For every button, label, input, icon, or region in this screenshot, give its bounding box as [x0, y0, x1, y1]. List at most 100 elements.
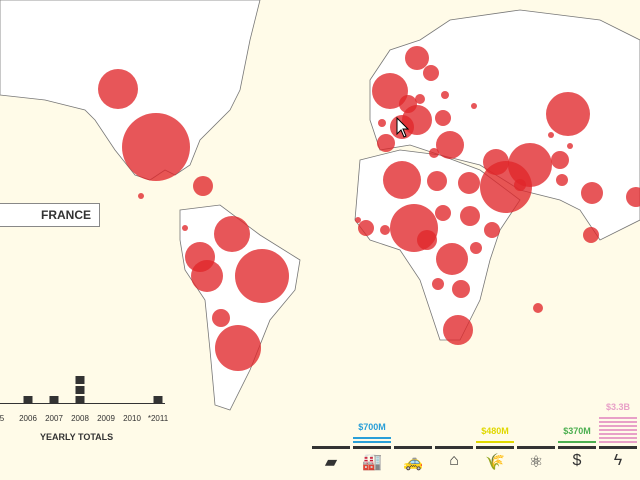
investment-bubble[interactable] [429, 148, 439, 158]
investment-bubble[interactable] [548, 132, 554, 138]
investment-bubble[interactable] [567, 143, 573, 149]
investment-bubble[interactable] [358, 220, 374, 236]
wheat-icon: 🌾 [485, 454, 505, 471]
year-label[interactable]: 2006 [19, 414, 37, 423]
year-label[interactable]: 5 [0, 414, 5, 423]
amount-stripe [353, 441, 391, 443]
investment-bubble[interactable] [427, 171, 447, 191]
category-baseline [353, 446, 391, 449]
investment-bubble[interactable] [122, 113, 190, 181]
investment-bubble[interactable] [383, 161, 421, 199]
investment-bubble[interactable] [355, 217, 361, 223]
year-count-block [23, 396, 33, 404]
houses-icon: ⌂ [449, 452, 459, 469]
investment-bubble[interactable] [415, 94, 425, 104]
amount-stripe [599, 437, 637, 439]
investment-bubble[interactable] [441, 91, 449, 99]
year-label[interactable]: 2009 [97, 414, 115, 423]
year-count-block [153, 396, 163, 404]
investment-bubble[interactable] [212, 309, 230, 327]
category-amount: $480M [481, 426, 509, 436]
category-baseline [435, 446, 473, 449]
amount-stripe [599, 417, 637, 419]
investment-bubble[interactable] [551, 151, 569, 169]
investment-bubble[interactable] [443, 315, 473, 345]
amount-stripe [599, 441, 637, 443]
investment-bubble[interactable] [583, 227, 599, 243]
year-label[interactable]: 2007 [45, 414, 63, 423]
investment-bubble[interactable] [417, 230, 437, 250]
investment-bubble[interactable] [193, 176, 213, 196]
category-vehicles[interactable]: 🚕 [394, 400, 432, 480]
category-amount: $700M [358, 422, 386, 432]
investment-bubble[interactable] [423, 65, 439, 81]
category-factory[interactable]: $700M 🏭 [353, 400, 391, 480]
investment-bubble[interactable] [484, 222, 500, 238]
atom-icon: ⚛ [528, 454, 544, 471]
investment-bubble[interactable] [514, 179, 526, 191]
investment-bubble[interactable] [214, 216, 250, 252]
investment-bubble[interactable] [436, 243, 468, 275]
investment-bubble[interactable] [182, 225, 188, 231]
category-baseline [558, 446, 596, 449]
amount-stripe [599, 429, 637, 431]
investment-bubble[interactable] [191, 260, 223, 292]
investment-bubble[interactable] [380, 225, 390, 235]
investment-bubble[interactable] [533, 303, 543, 313]
investment-bubble[interactable] [405, 46, 429, 70]
investment-bubble[interactable] [138, 193, 144, 199]
gold-bar-icon: ▰ [324, 454, 338, 471]
investment-bubble[interactable] [581, 182, 603, 204]
investment-bubble[interactable] [458, 172, 480, 194]
investment-bubble[interactable] [372, 73, 408, 109]
year-count-block [49, 396, 59, 404]
selected-country-label[interactable]: FRANCE [0, 203, 100, 227]
investment-bubble[interactable] [470, 242, 482, 254]
year-count-block [75, 376, 85, 384]
amount-stripe [599, 421, 637, 423]
category-baseline [517, 446, 555, 449]
category-houses[interactable]: ⌂ [435, 400, 473, 480]
amount-stripe [599, 433, 637, 435]
category-baseline [312, 446, 350, 449]
yearly-timeline[interactable]: 5 2006 2007 2008 2009 2010 *2011 [0, 370, 170, 450]
investment-bubble[interactable] [626, 187, 640, 207]
investment-bubble[interactable] [546, 92, 590, 136]
category-baseline [394, 446, 432, 449]
investment-bubble[interactable] [471, 103, 477, 109]
investment-bubbles [98, 46, 640, 371]
investment-bubble[interactable] [556, 174, 568, 186]
category-dollar[interactable]: $370M $ [558, 400, 596, 480]
category-lightning[interactable]: $3.3B ϟ [599, 400, 637, 480]
investment-bubble[interactable] [435, 205, 451, 221]
mouse-cursor [396, 116, 410, 138]
amount-stripe [558, 441, 596, 443]
dollar-icon: $ [572, 452, 582, 469]
investment-bubble[interactable] [235, 249, 289, 303]
vehicles-icon: 🚕 [403, 454, 423, 471]
investment-bubble[interactable] [452, 280, 470, 298]
investment-bubble[interactable] [378, 119, 386, 127]
investment-bubble[interactable] [460, 206, 480, 226]
investment-bubble[interactable] [435, 110, 451, 126]
category-gold-bar[interactable]: ▰ [312, 400, 350, 480]
category-baseline [476, 446, 514, 449]
investment-bubble[interactable] [215, 325, 261, 371]
year-label[interactable]: *2011 [147, 414, 169, 423]
category-wheat[interactable]: $480M 🌾 [476, 400, 514, 480]
year-label[interactable]: 2010 [123, 414, 141, 423]
investment-bubble[interactable] [480, 161, 532, 213]
amount-stripe [353, 437, 391, 439]
amount-stripe [599, 425, 637, 427]
category-amount: $3.3B [605, 402, 631, 412]
category-atom[interactable]: ⚛ [517, 400, 555, 480]
factory-icon: 🏭 [362, 454, 382, 471]
yearly-totals-title: YEARLY TOTALS [40, 432, 114, 442]
investment-bubble[interactable] [98, 69, 138, 109]
amount-stripe [476, 441, 514, 443]
investment-bubble[interactable] [432, 278, 444, 290]
investment-bubble[interactable] [436, 131, 464, 159]
investment-bubble[interactable] [377, 134, 395, 152]
year-label[interactable]: 2008 [71, 414, 89, 423]
